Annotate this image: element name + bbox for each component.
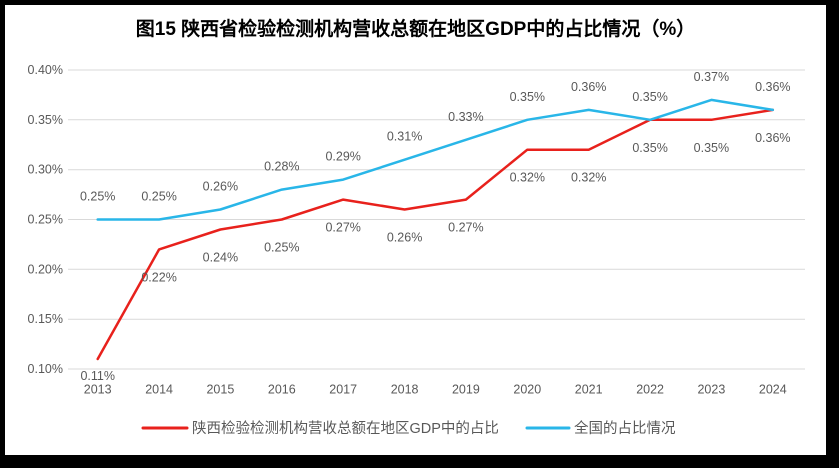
svg-text:0.35%: 0.35% — [28, 113, 63, 127]
svg-text:0.36%: 0.36% — [755, 131, 790, 145]
svg-text:0.30%: 0.30% — [28, 163, 63, 177]
svg-text:2015: 2015 — [206, 383, 234, 397]
svg-text:0.26%: 0.26% — [387, 231, 422, 245]
svg-text:全国的占比情况: 全国的占比情况 — [574, 419, 676, 437]
svg-text:2019: 2019 — [452, 383, 480, 397]
svg-text:0.32%: 0.32% — [510, 171, 545, 185]
svg-text:0.33%: 0.33% — [448, 110, 483, 124]
svg-text:0.22%: 0.22% — [141, 270, 176, 284]
svg-text:0.35%: 0.35% — [632, 90, 667, 104]
svg-text:0.29%: 0.29% — [325, 150, 360, 164]
svg-text:2014: 2014 — [145, 383, 173, 397]
svg-text:2020: 2020 — [513, 383, 541, 397]
svg-text:0.32%: 0.32% — [571, 171, 606, 185]
svg-text:0.35%: 0.35% — [694, 141, 729, 155]
svg-text:0.26%: 0.26% — [203, 180, 238, 194]
svg-text:0.36%: 0.36% — [755, 80, 790, 94]
svg-text:0.28%: 0.28% — [264, 160, 299, 174]
svg-text:2018: 2018 — [391, 383, 419, 397]
svg-text:0.25%: 0.25% — [28, 213, 63, 227]
svg-text:0.20%: 0.20% — [28, 262, 63, 276]
svg-text:0.27%: 0.27% — [448, 221, 483, 235]
svg-text:2023: 2023 — [697, 383, 725, 397]
svg-text:2024: 2024 — [759, 383, 787, 397]
svg-text:0.35%: 0.35% — [632, 141, 667, 155]
svg-text:0.25%: 0.25% — [141, 190, 176, 204]
svg-text:0.40%: 0.40% — [28, 63, 63, 77]
svg-text:2013: 2013 — [84, 383, 112, 397]
svg-text:0.25%: 0.25% — [264, 241, 299, 255]
svg-text:0.11%: 0.11% — [80, 369, 115, 383]
svg-text:2021: 2021 — [575, 383, 603, 397]
svg-text:0.10%: 0.10% — [28, 362, 63, 376]
svg-text:0.37%: 0.37% — [694, 70, 729, 84]
svg-text:0.15%: 0.15% — [28, 312, 63, 326]
svg-text:陕西检验检测机构营收总额在地区GDP中的占比: 陕西检验检测机构营收总额在地区GDP中的占比 — [192, 420, 499, 437]
svg-text:0.35%: 0.35% — [510, 90, 545, 104]
svg-text:2022: 2022 — [636, 383, 664, 397]
svg-text:0.27%: 0.27% — [325, 221, 360, 235]
svg-text:0.25%: 0.25% — [80, 190, 115, 204]
svg-text:2017: 2017 — [329, 383, 357, 397]
svg-text:0.31%: 0.31% — [387, 130, 422, 144]
svg-text:0.24%: 0.24% — [203, 251, 238, 265]
svg-text:2016: 2016 — [268, 383, 296, 397]
svg-text:0.36%: 0.36% — [571, 80, 606, 94]
